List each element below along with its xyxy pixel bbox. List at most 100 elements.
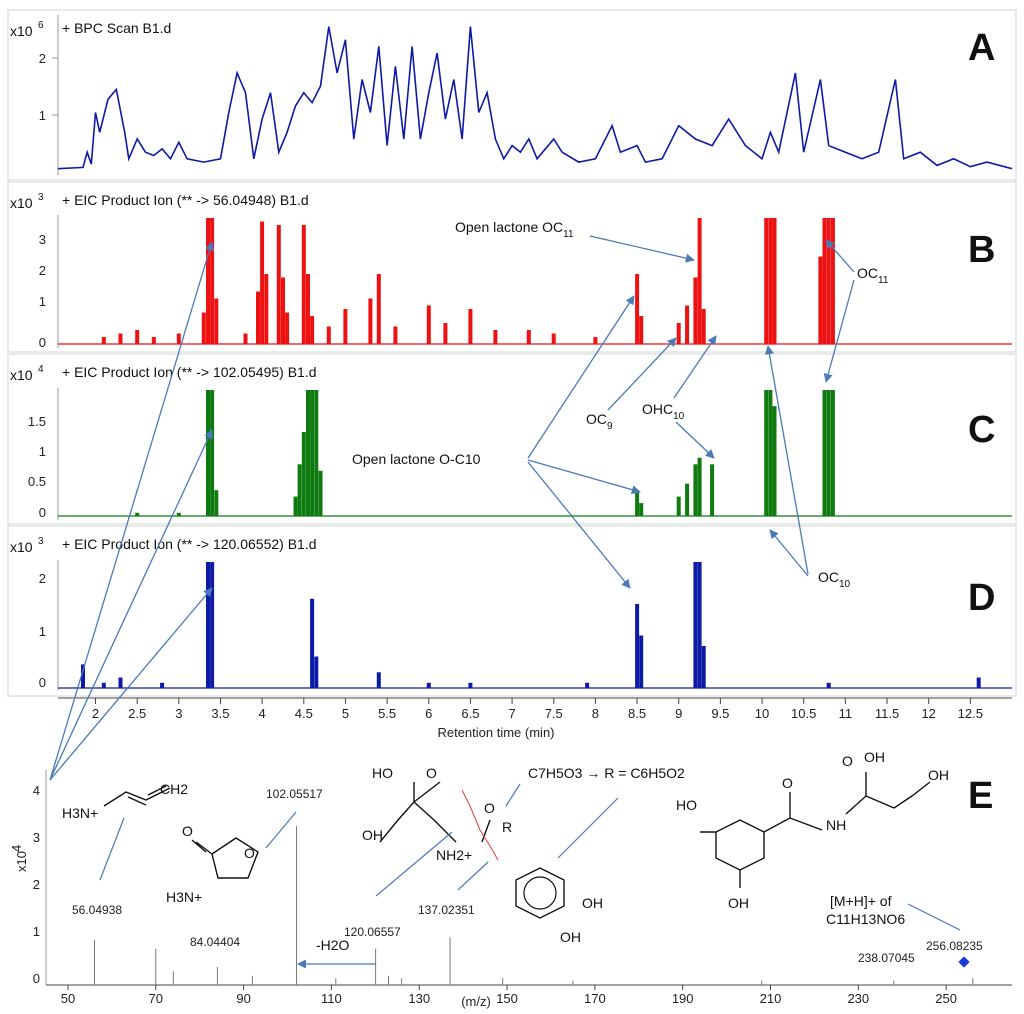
panel-b-title: + EIC Product Ion (** -> 56.04948) B1.d — [62, 192, 309, 208]
annotation-ohc10-sub: 10 — [673, 411, 685, 422]
eic-peak-bar — [264, 274, 269, 344]
chem-oh-parent-tail: OH — [928, 767, 949, 783]
connector-56 — [99, 817, 125, 881]
structure-parent: O NH O OH HO OH OH — [676, 749, 949, 911]
eic-peak-bar — [210, 562, 215, 688]
panel-a-letter: A — [968, 27, 995, 69]
eic-peak-bar — [693, 562, 698, 688]
annotation-arrows — [49, 235, 855, 969]
mz-tick-label: 170 — [584, 991, 606, 1006]
rt-tick-label: 11 — [839, 706, 853, 721]
mz-tick-label: 230 — [847, 991, 869, 1006]
rt-tick-label: 5 — [342, 706, 349, 721]
panel-a-exponent: 6 — [38, 20, 44, 31]
annotation-oc11-sub: 11 — [878, 275, 889, 286]
label-56: 56.04938 — [72, 903, 122, 917]
eic-peak-bar — [685, 305, 690, 344]
eic-peak-bar — [639, 503, 644, 516]
panel-c-multiplier: x10 — [10, 367, 33, 383]
panel-b-ytick-2: 2 — [39, 263, 46, 278]
mz-tick-label: 110 — [321, 991, 342, 1006]
eic-peak-bar — [818, 256, 823, 344]
annotation-open-lactone-oc11: Open lactone OC11 — [455, 219, 574, 240]
eic-peak-bar — [135, 512, 140, 516]
mz-tick-label: 210 — [760, 991, 782, 1006]
panel-c-plot — [58, 390, 1012, 517]
panel-a-title: + BPC Scan B1.d — [62, 20, 171, 36]
eic-peak-bar — [101, 337, 106, 344]
fragment-bonds — [379, 781, 491, 843]
eic-peak-bar — [176, 512, 181, 516]
eic-peak-bar — [285, 312, 290, 344]
annotation-open-lactone-oc11-main: Open lactone OC — [455, 219, 563, 235]
eic-peak-bar — [310, 390, 315, 516]
panel-c-ytick-15: 1.5 — [28, 414, 46, 429]
rt-tick-label: 3.5 — [211, 706, 229, 721]
rt-tick-label: 9 — [675, 706, 682, 721]
chem-oh-parent-acid: OH — [864, 749, 885, 765]
panel-b: x10 3 + EIC Product Ion (** -> 56.04948)… — [10, 192, 1012, 350]
rt-axis-label: Retention time (min) — [437, 725, 554, 740]
eic-peak-bar — [772, 218, 777, 344]
arrow-oc9 — [607, 337, 677, 411]
panel-d-letter: D — [968, 577, 995, 619]
panel-e-ytick-1: 1 — [33, 924, 40, 939]
panel-d-plot — [58, 562, 1012, 689]
mz-tick-label: 250 — [935, 991, 957, 1006]
panel-c-frame — [7, 353, 1017, 525]
connector-120 — [375, 831, 453, 897]
panel-d: x10 3 + EIC Product Ion (** -> 120.06552… — [10, 536, 1012, 690]
panel-e-letter: E — [968, 775, 993, 817]
annotation-oc10: OC10 — [818, 569, 851, 590]
chem-lactone-o-ring: O — [244, 845, 255, 861]
eic-peak-bar — [214, 298, 219, 344]
eic-peak-bar — [697, 562, 702, 688]
panel-a-plot — [57, 26, 1013, 170]
panel-d-ytick-0: 0 — [39, 675, 46, 690]
eic-peak-bar — [768, 218, 773, 344]
rt-tick-label: 6.5 — [461, 706, 479, 721]
eic-peak-bar — [310, 316, 315, 344]
eic-peak-bar — [426, 305, 431, 344]
eic-peak-bar — [693, 277, 698, 344]
eic-peak-bar — [118, 333, 123, 344]
structure-allylamine: H3N+ CH2 — [62, 781, 188, 881]
eic-peak-bar — [693, 464, 698, 516]
rt-tick-label: 2.5 — [128, 706, 146, 721]
eic-peak-bar — [426, 682, 431, 689]
structure-homoserine-lactone: O O H3N+ — [166, 811, 297, 905]
chem-o-parent-acid: O — [842, 753, 853, 769]
chem-o-amide: O — [782, 775, 793, 791]
label-mh-line2: C11H13NO6 — [826, 911, 905, 927]
panel-c-exponent: 4 — [38, 364, 44, 375]
panel-e-multiplier: x10 — [14, 851, 29, 872]
eic-peak-bar — [676, 323, 681, 344]
rt-tick-label: 7.5 — [545, 706, 563, 721]
eic-peak-bar — [526, 330, 531, 344]
precursor-marker — [958, 956, 970, 968]
mz-tick-label: 90 — [236, 991, 250, 1006]
eic-peak-bar — [326, 326, 331, 344]
rt-tick-label: 11.5 — [875, 706, 899, 721]
eic-peak-bar — [639, 316, 644, 344]
eic-peak-bar — [635, 604, 640, 688]
eic-peak-bar — [976, 677, 981, 688]
label-137: 137.02351 — [418, 903, 475, 917]
eic-peak-bar — [493, 330, 498, 344]
chem-lactone-o-carbonyl: O — [182, 823, 193, 839]
eic-peak-bar — [314, 390, 319, 516]
label-120: 120.06557 — [344, 925, 401, 939]
eic-peak-bar — [826, 390, 831, 516]
rt-tick-label: 8 — [592, 706, 599, 721]
rt-tick-label: 3 — [175, 706, 182, 721]
panel-d-multiplier: x10 — [10, 539, 33, 555]
annotation-open-lactone-oc10: Open lactone O-C10 — [352, 451, 481, 467]
annotation-ohc10-main: OHC — [642, 401, 673, 417]
label-238: 238.07045 — [858, 951, 915, 965]
mz-tick-label: 70 — [149, 991, 163, 1006]
label-102: 102.05517 — [266, 787, 323, 801]
chem-oh-ring-2: OH — [560, 929, 581, 945]
eic-peak-bar — [306, 390, 310, 516]
eic-peak-bar — [201, 312, 206, 344]
